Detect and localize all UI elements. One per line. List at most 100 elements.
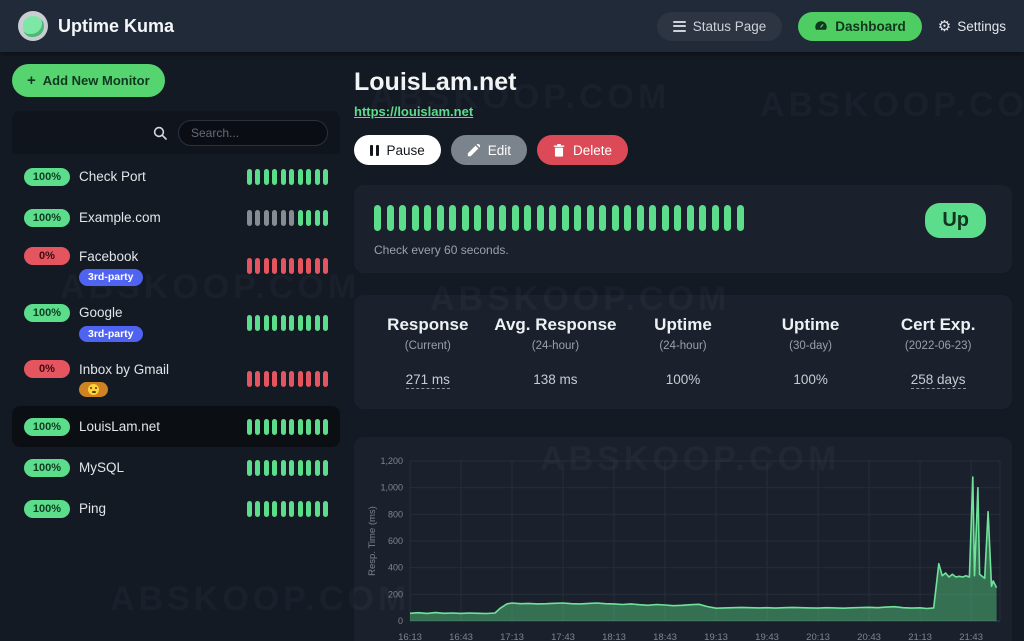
- heartbeat-down: [289, 370, 294, 387]
- heartbeat-empty: [263, 209, 269, 226]
- heartbeat-down: [263, 258, 269, 275]
- heartbeat-up: [586, 205, 594, 231]
- plus-icon: +: [27, 72, 36, 89]
- monitor-list-item[interactable]: 100% Google 3rd-party: [12, 295, 340, 352]
- heartbeat-up: [323, 314, 328, 331]
- svg-text:20:13: 20:13: [806, 632, 830, 641]
- monitor-heartbeats: [246, 500, 328, 517]
- pause-button[interactable]: Pause: [354, 135, 441, 165]
- heartbeat-up: [649, 205, 656, 231]
- pause-icon: [370, 144, 379, 156]
- add-new-monitor-button[interactable]: + Add New Monitor: [12, 64, 165, 97]
- uptime-badge: 100%: [24, 499, 70, 518]
- stat-sublabel: (30-day): [789, 340, 832, 352]
- stat-block: Avg. Response (24-hour) 138 ms: [492, 315, 620, 387]
- svg-text:21:43: 21:43: [959, 632, 983, 641]
- heartbeat-up: [599, 205, 606, 231]
- svg-text:400: 400: [388, 563, 403, 573]
- heartbeat-up: [323, 459, 328, 476]
- monitor-heartbeats: [246, 314, 328, 331]
- stat-value: 258 days: [910, 372, 966, 389]
- monitor-list-item[interactable]: 100% Check Port: [12, 156, 340, 197]
- heartbeat-down: [263, 370, 269, 387]
- page-title: LouisLam.net: [354, 68, 517, 96]
- heartbeat-down: [280, 258, 286, 275]
- svg-text:18:43: 18:43: [653, 632, 677, 641]
- uptime-kuma-logo-icon: [18, 11, 48, 41]
- heartbeat-empty: [280, 209, 286, 226]
- monitor-tag: 3rd-party: [79, 325, 143, 343]
- heartbeat-up: [297, 459, 303, 476]
- heartbeat-up: [306, 314, 311, 331]
- monitor-heartbeats: [246, 418, 328, 435]
- delete-button[interactable]: Delete: [537, 135, 629, 165]
- heartbeat-down: [297, 370, 303, 387]
- heartbeat-up: [306, 209, 311, 226]
- svg-text:1,200: 1,200: [380, 456, 403, 466]
- monitor-name: Check Port: [79, 169, 146, 184]
- uptime-badge: 100%: [24, 208, 70, 227]
- stat-block: Response (Current) 271 ms: [364, 315, 492, 389]
- search-input[interactable]: [178, 119, 328, 146]
- monitor-list-item[interactable]: 100% Example.com: [12, 197, 340, 238]
- main-panel: LouisLam.net https://louislam.net Pause …: [354, 64, 1012, 641]
- edit-button[interactable]: Edit: [450, 135, 528, 165]
- heartbeat-up: [386, 205, 394, 231]
- monitor-list-item[interactable]: 100% Ping: [12, 488, 340, 529]
- heartbeat-up: [272, 168, 277, 185]
- heartbeat-up: [272, 314, 277, 331]
- monitor-name: Facebook: [79, 248, 139, 264]
- check-interval-note: Check every 60 seconds.: [374, 243, 509, 257]
- monitor-heartbeats: [246, 370, 328, 387]
- settings-button[interactable]: ⚙ Settings: [938, 17, 1006, 35]
- response-time-chart: 0 200 400 600 800 1,000 1,200 16:13 16:43 17:13 17…: [367, 456, 1001, 641]
- heartbeat-up: [424, 205, 431, 231]
- stat-value: 138 ms: [533, 372, 578, 387]
- edit-label: Edit: [487, 142, 512, 158]
- heartbeat-up: [314, 168, 320, 185]
- heartbeat-up: [255, 500, 260, 517]
- heartbeat-up: [289, 500, 294, 517]
- emoji-face-icon: [88, 384, 99, 396]
- heartbeat-down: [289, 258, 294, 275]
- monitor-list-item[interactable]: 0% Facebook 3rd-party: [12, 238, 340, 295]
- stat-label: Avg. Response: [494, 315, 617, 334]
- heartbeat-up: [255, 168, 260, 185]
- heartbeat-down: [314, 258, 320, 275]
- heartbeat-up: [314, 459, 320, 476]
- pause-label: Pause: [386, 142, 425, 158]
- heartbeat-empty: [289, 209, 294, 226]
- heartbeat-up: [461, 205, 469, 231]
- uptime-badge: 100%: [24, 167, 70, 186]
- stat-block: Cert Exp. (2022-06-23) 258 days: [874, 315, 1002, 389]
- heartbeat-up: [280, 168, 286, 185]
- status-page-button[interactable]: Status Page: [656, 11, 783, 41]
- heartbeat-up: [246, 459, 252, 476]
- heartbeat-up: [499, 205, 506, 231]
- heartbeat-up: [736, 205, 744, 231]
- app-brand[interactable]: Uptime Kuma: [18, 11, 174, 41]
- monitor-name: Ping: [79, 501, 107, 517]
- heartbeat-down: [246, 258, 252, 275]
- monitor-list-item[interactable]: 100% LouisLam.net: [12, 406, 340, 448]
- monitor-heartbeats: [246, 258, 328, 275]
- heartbeat-up: [255, 418, 260, 435]
- heartbeat-up: [486, 205, 494, 231]
- heartbeat-up: [289, 314, 294, 331]
- search-icon: [153, 126, 167, 140]
- search-bar: [12, 111, 340, 154]
- heartbeat-up: [449, 205, 456, 231]
- monitor-heartbeats: [246, 209, 328, 226]
- stat-label: Uptime: [654, 315, 712, 334]
- uptime-badge: 100%: [24, 303, 70, 322]
- monitor-url-link[interactable]: https://louislam.net: [354, 104, 474, 119]
- heartbeat-up: [536, 205, 544, 231]
- monitor-name: MySQL: [79, 460, 125, 476]
- heartbeat-up: [711, 205, 719, 231]
- stat-block: Uptime (30-day) 100%: [747, 315, 875, 387]
- monitor-list-item[interactable]: 100% MySQL: [12, 447, 340, 488]
- settings-label: Settings: [957, 18, 1006, 34]
- monitor-list-item[interactable]: 0% Inbox by Gmail: [12, 351, 340, 406]
- heartbeat-up: [272, 459, 277, 476]
- dashboard-button[interactable]: Dashboard: [798, 11, 922, 41]
